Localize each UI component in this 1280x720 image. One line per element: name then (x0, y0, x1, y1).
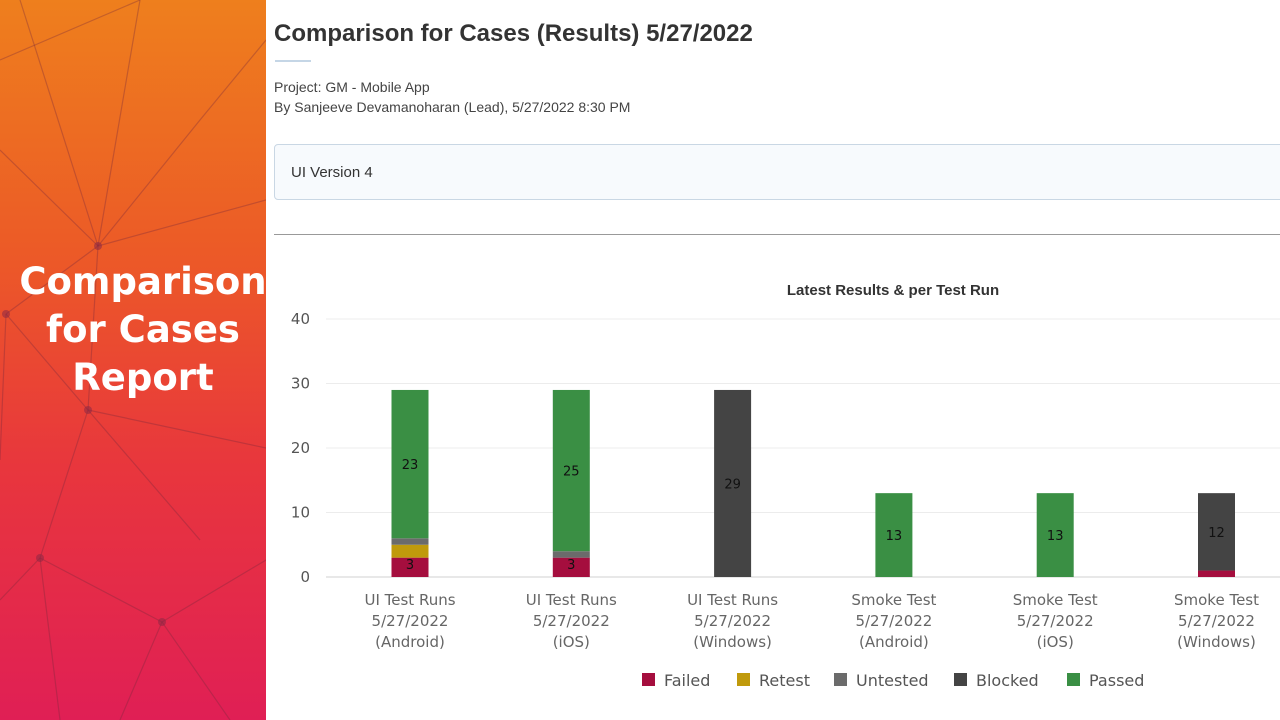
bar-segment-retest (391, 544, 429, 558)
category-label: 5/27/2022 (855, 612, 932, 630)
category-label: 5/27/2022 (694, 612, 771, 630)
legend-label-blocked: Blocked (976, 671, 1039, 690)
category-label: UI Test Runs (687, 591, 778, 609)
results-chart: Latest Results & per Test Run 010203040 … (291, 282, 1280, 690)
data-label: 23 (402, 458, 419, 473)
bar-segment-untested (391, 538, 429, 545)
author-text: By Sanjeeve Devamanoharan (Lead), 5/27/2… (274, 99, 631, 115)
legend-swatch-retest (737, 673, 750, 686)
legend-swatch-failed (642, 673, 655, 686)
data-label: 13 (886, 529, 903, 544)
bar-segment-blocked (714, 389, 752, 577)
data-label: 13 (1047, 529, 1064, 544)
bar-segment-passed (391, 389, 429, 539)
category-label: (Windows) (1177, 633, 1256, 651)
bar-segment-untested (552, 551, 590, 558)
side-title-line: Comparison (19, 260, 266, 303)
legend-swatch-passed (1067, 673, 1080, 686)
data-label: 29 (724, 477, 741, 492)
y-tick-label: 20 (291, 439, 310, 457)
data-label: 25 (563, 465, 580, 480)
category-label: 5/27/2022 (1017, 612, 1094, 630)
bar-segment-passed (875, 493, 913, 577)
title-underline (275, 60, 311, 62)
legend-label-untested: Untested (856, 671, 929, 690)
project-text: Project: GM - Mobile App (274, 79, 430, 95)
bar-segment-passed (1036, 493, 1074, 577)
data-label: 3 (406, 558, 414, 573)
report-main: Comparison for Cases (Results) 5/27/2022… (266, 0, 1280, 720)
data-label: 12 (1208, 526, 1225, 541)
legend-label-retest: Retest (759, 671, 810, 690)
bar-segment-failed (1198, 570, 1235, 577)
category-label: (Android) (859, 633, 929, 651)
legend-swatch-blocked (954, 673, 967, 686)
data-label: 3 (567, 558, 575, 573)
category-label: 5/27/2022 (372, 612, 449, 630)
category-label: 5/27/2022 (1178, 612, 1255, 630)
category-label: Smoke Test (1174, 591, 1259, 609)
y-tick-label: 30 (291, 375, 310, 393)
bar-segment-failed (552, 557, 590, 577)
category-label: (Windows) (693, 633, 772, 651)
category-label: UI Test Runs (526, 591, 617, 609)
version-text: UI Version 4 (291, 164, 373, 181)
y-tick-label: 0 (300, 568, 310, 586)
legend-label-failed: Failed (664, 671, 710, 690)
legend-swatch-untested (834, 673, 847, 686)
category-label: Smoke Test (1013, 591, 1098, 609)
category-label: UI Test Runs (364, 591, 455, 609)
bar-segment-passed (552, 389, 590, 552)
report-title: Comparison for Cases (Results) 5/27/2022 (274, 20, 753, 47)
category-label: (iOS) (1037, 633, 1074, 651)
network-pattern-decoration (0, 0, 266, 720)
bar-segment-failed (391, 557, 429, 577)
y-tick-label: 10 (291, 504, 310, 522)
y-tick-label: 40 (291, 310, 310, 328)
legend-label-passed: Passed (1089, 671, 1144, 690)
side-panel-title: Comparison for Cases Report (0, 258, 266, 402)
side-panel: Comparison for Cases Report (0, 0, 266, 720)
category-label: 5/27/2022 (533, 612, 610, 630)
side-title-line: Report (72, 356, 214, 399)
side-title-line: for Cases (46, 308, 240, 351)
bar-segment-blocked (1198, 493, 1235, 571)
version-box: UI Version 4 (274, 144, 1280, 200)
category-label: Smoke Test (851, 591, 936, 609)
category-label: (iOS) (553, 633, 590, 651)
chart-title: Latest Results & per Test Run (787, 282, 999, 299)
section-divider (274, 234, 1280, 235)
category-label: (Android) (375, 633, 445, 651)
